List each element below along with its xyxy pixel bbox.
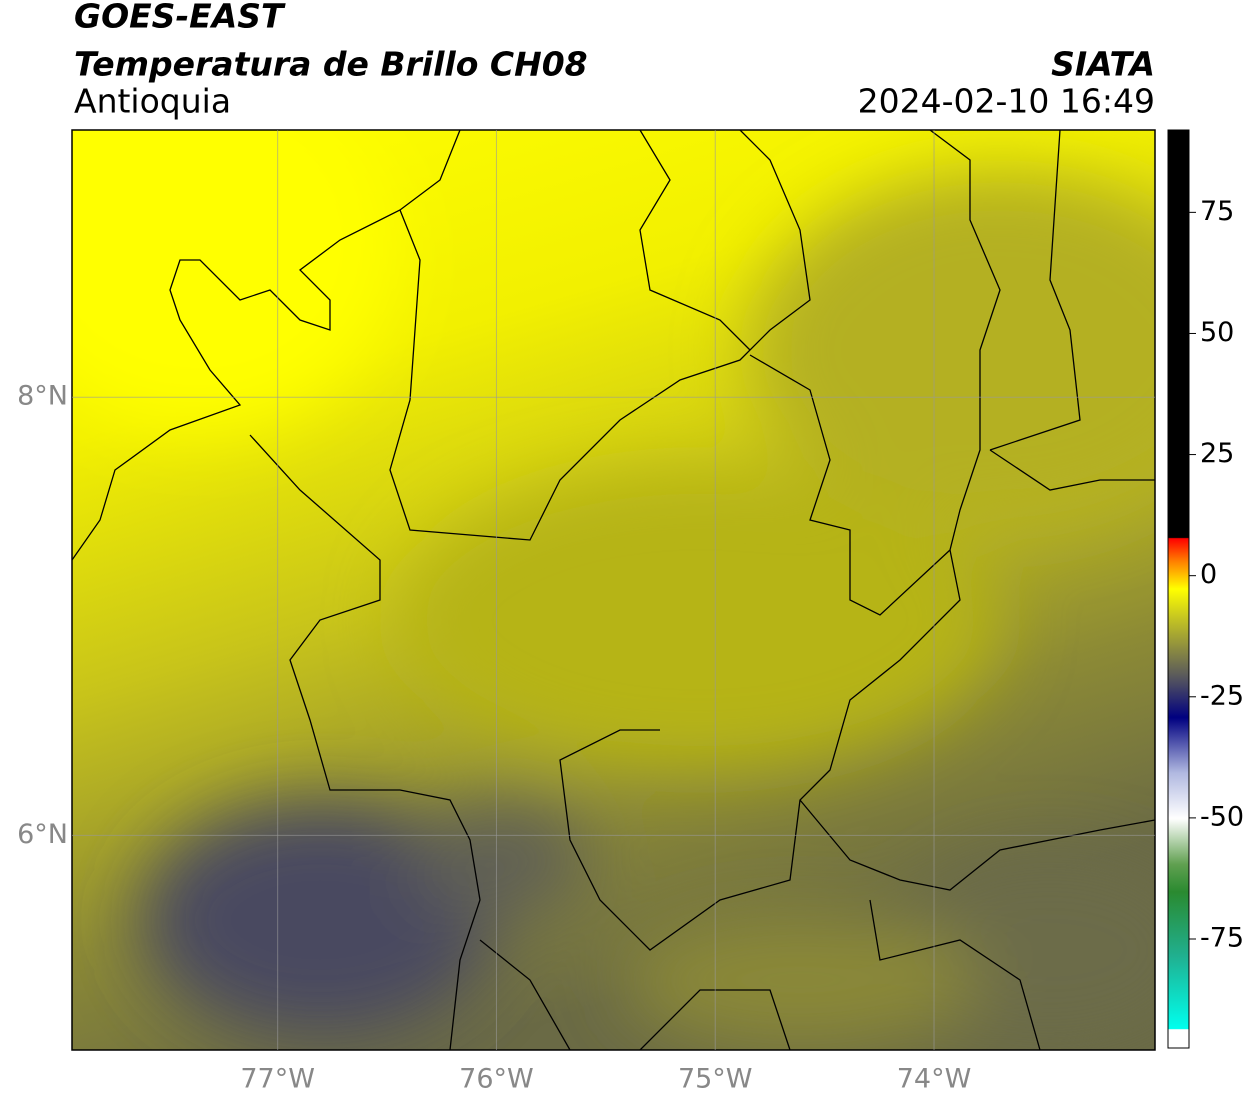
region: Antioquia: [74, 82, 231, 121]
border: [989, 130, 1155, 491]
map-frame: [71, 129, 1156, 1051]
title: GOES-EAST: [74, 0, 286, 36]
source: SIATA: [1051, 45, 1155, 84]
y-tick-label: 6°N: [17, 819, 68, 850]
colorbar-tick-label: 50: [1200, 317, 1234, 348]
border: [559, 549, 961, 951]
border: [389, 130, 811, 541]
colorbar-tick-label: -75: [1200, 923, 1244, 954]
x-tick-label: 75°W: [678, 1064, 753, 1095]
border: [639, 130, 751, 351]
colorbar: [1167, 129, 1190, 1049]
colorbar-tick-label: -50: [1200, 801, 1244, 832]
timestamp: 2024-02-10 16:49: [858, 82, 1155, 121]
field-features: [72, 130, 1155, 1050]
colorbar-tick-label: 25: [1200, 438, 1234, 469]
coastline: [72, 130, 461, 561]
x-tick-label: 76°W: [459, 1064, 534, 1095]
colorbar-tick-label: -25: [1200, 680, 1244, 711]
colorbar-tick-label: 75: [1200, 196, 1234, 227]
y-tick-label: 8°N: [17, 381, 68, 412]
x-tick-label: 74°W: [897, 1064, 972, 1095]
x-tick-label: 77°W: [240, 1064, 315, 1095]
subtitle: Temperatura de Brillo CH08: [74, 45, 588, 84]
map-field: [72, 130, 1155, 1050]
border: [479, 799, 1155, 1050]
border: [249, 434, 481, 1050]
colorbar-tick-label: 0: [1200, 559, 1217, 590]
